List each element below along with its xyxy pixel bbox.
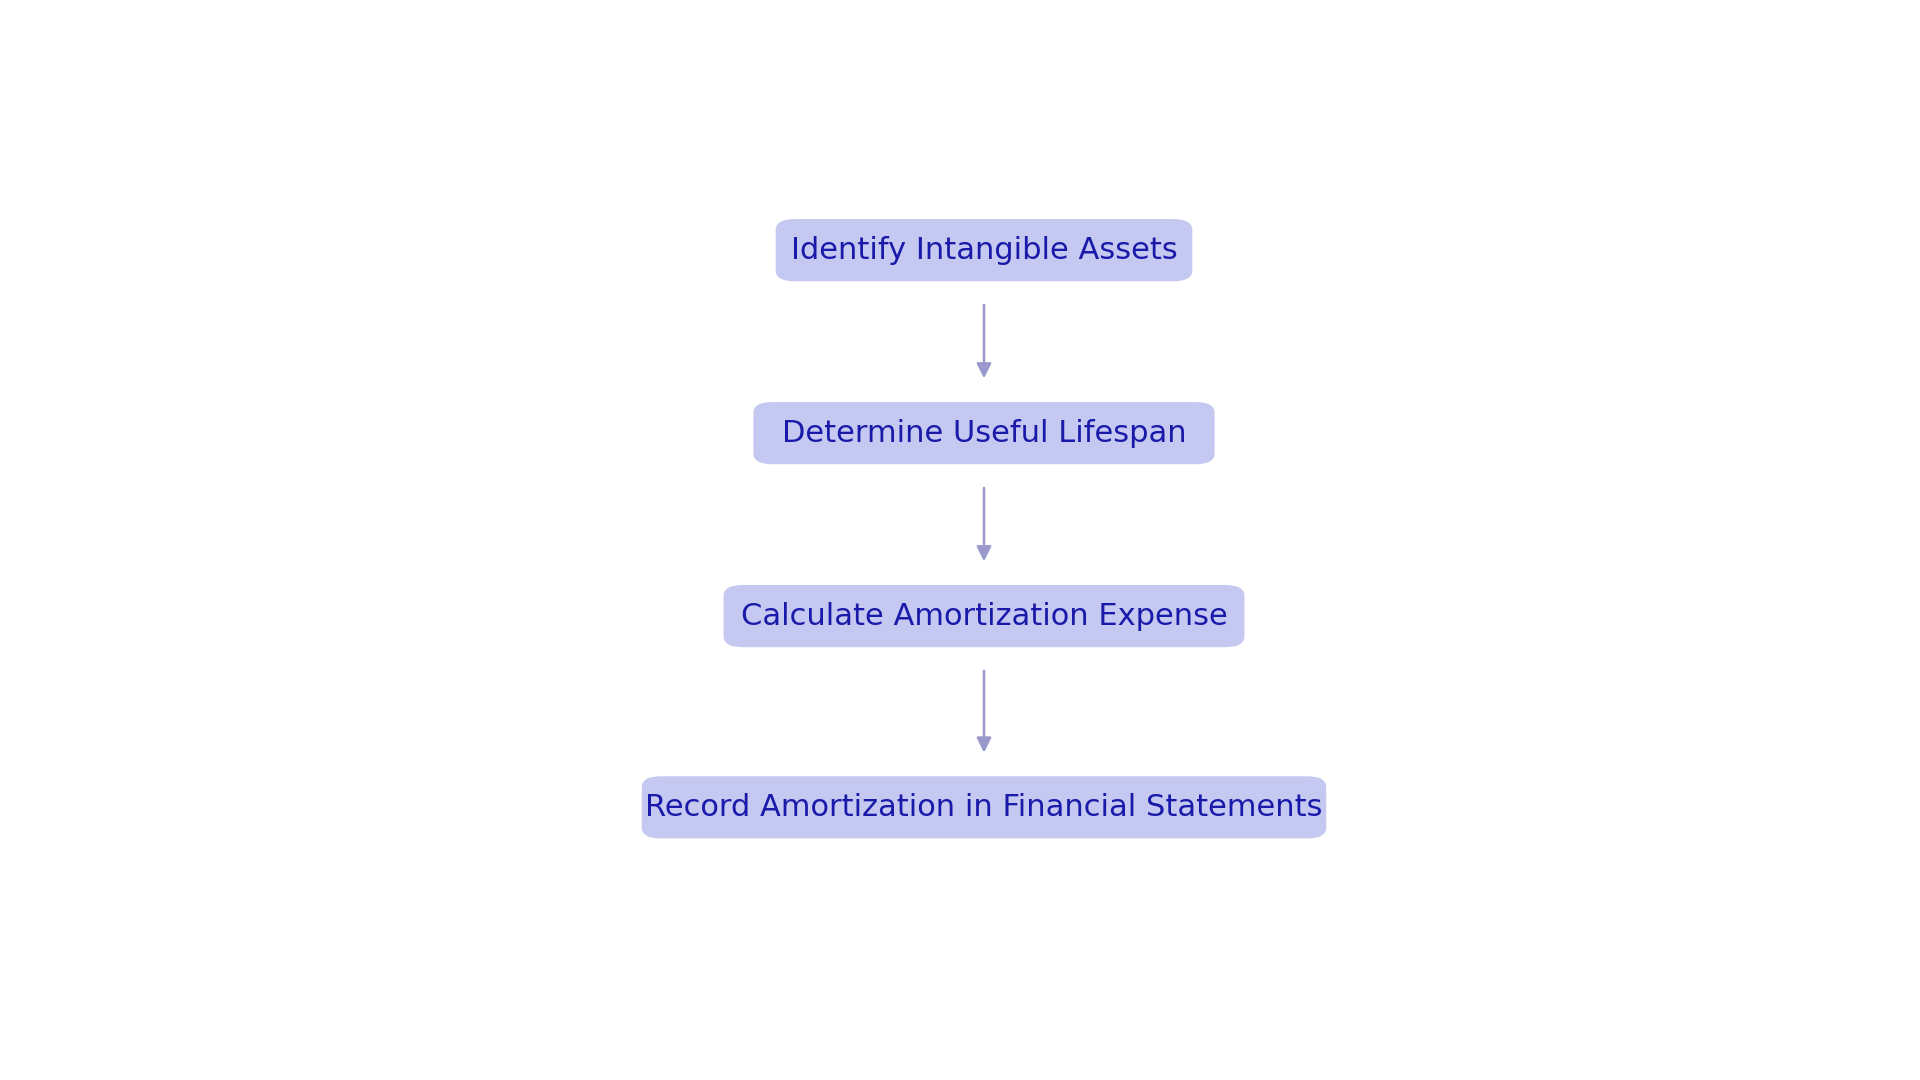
Text: Calculate Amortization Expense: Calculate Amortization Expense [741,602,1227,631]
Text: Record Amortization in Financial Statements: Record Amortization in Financial Stateme… [645,793,1323,822]
Text: Identify Intangible Assets: Identify Intangible Assets [791,235,1177,265]
Text: Determine Useful Lifespan: Determine Useful Lifespan [781,419,1187,447]
FancyBboxPatch shape [776,219,1192,281]
FancyBboxPatch shape [641,777,1327,838]
FancyBboxPatch shape [724,585,1244,647]
FancyBboxPatch shape [753,402,1215,464]
